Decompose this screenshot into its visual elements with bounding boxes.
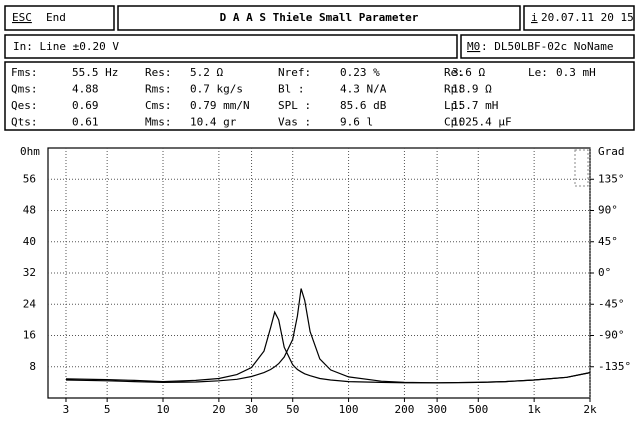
y-tick-label: 48 (23, 204, 36, 217)
y-axis-label: 0hm (20, 145, 40, 158)
y-tick-label: 8 (29, 360, 36, 373)
y-tick-label: 16 (23, 329, 36, 342)
param-label: Nref: (278, 66, 311, 79)
param-value: 10.4 gr (190, 116, 237, 129)
esc-box[interactable] (4, 5, 115, 31)
param-value: 0.79 mm/N (190, 99, 250, 112)
datetime: 20.07.11 20 15 (541, 11, 634, 24)
param-value: 9.6 l (340, 116, 373, 129)
scroll-indicator (574, 149, 589, 187)
x-tick-label: 2k (583, 403, 597, 416)
y2-tick-label: 45° (598, 235, 618, 248)
y2-tick-label: -90° (598, 329, 625, 342)
impedance-curve (65, 310, 591, 384)
param-label: Re: (444, 66, 464, 79)
param-label: Le: (528, 66, 548, 79)
params-box (4, 61, 635, 131)
param-label: SPL : (278, 99, 311, 112)
param-label: Cp: (444, 116, 464, 129)
param-value: 15.7 mH (452, 99, 498, 112)
param-value: 1025.4 µF (452, 116, 512, 129)
y2-tick-label: 90° (598, 204, 618, 217)
x-tick-label: 1k (528, 403, 542, 416)
x-tick-label: 5 (104, 403, 111, 416)
param-label: Qes: (11, 99, 38, 112)
info-box[interactable] (523, 5, 635, 31)
x-tick-label: 10 (156, 403, 169, 416)
param-label: Mms: (145, 116, 172, 129)
param-label: Cms: (145, 99, 172, 112)
x-tick-label: 100 (339, 403, 359, 416)
y2-axis-label: Grad (598, 145, 625, 158)
param-value: 0.7 kg/s (190, 83, 243, 96)
model-box[interactable] (460, 34, 635, 59)
param-value: 0.61 (72, 116, 99, 129)
param-value: 55.5 Hz (72, 66, 118, 79)
param-label: Rms: (145, 83, 172, 96)
param-value: 0.69 (72, 99, 99, 112)
y2-tick-label: 135° (598, 172, 625, 185)
param-label: Res: (145, 66, 172, 79)
param-value: 0.3 mH (556, 66, 596, 79)
param-label: Lp: (444, 99, 464, 112)
param-label: Bl : (278, 83, 305, 96)
param-label: Qts: (11, 116, 38, 129)
y-tick-label: 40 (23, 235, 36, 248)
y-tick-label: 32 (23, 266, 36, 279)
x-tick-label: 20 (212, 403, 225, 416)
params: Fms: 55.5 Hz Res: 5.2 Ω Nref: 0.23 % Re:3.6 Ω L… (11, 66, 596, 129)
info-key[interactable]: i (531, 11, 538, 24)
param-value: 4.3 N/A (340, 83, 387, 96)
y2-tick-label: -135° (598, 360, 631, 373)
end-label[interactable]: End (46, 11, 66, 24)
y-tick-label: 56 (23, 172, 36, 185)
param-value: 3.6 Ω (452, 66, 485, 79)
input-box[interactable] (4, 34, 458, 59)
param-label: Rp: (444, 83, 464, 96)
x-tick-label: 3 (63, 403, 70, 416)
title-box (117, 5, 521, 31)
param-label: Qms: (11, 83, 38, 96)
impedance-chart: 0hm Grad 8 16 24 32 40 48 56 -135° -90° -45° 0° 45° 90… (20, 145, 631, 416)
model-name: : DL50LBF-02c NoName (481, 40, 613, 53)
param-label: Vas : (278, 116, 311, 129)
x-tick-label: 300 (427, 403, 447, 416)
title: D A A S Thiele Small Parameter (220, 11, 419, 24)
param-value: 0.23 % (340, 66, 380, 79)
x-tick-label: 500 (468, 403, 488, 416)
param-value: 5.2 Ω (190, 66, 223, 79)
param-value: 4.88 (72, 83, 99, 96)
model-key[interactable]: M0 (467, 40, 480, 53)
param-value: 85.6 dB (340, 99, 387, 112)
x-tick-label: 200 (394, 403, 414, 416)
x-tick-label: 50 (286, 403, 299, 416)
y2-tick-label: 0° (598, 266, 611, 279)
esc-key[interactable]: ESC (12, 11, 32, 24)
param-value: 18.9 Ω (452, 83, 492, 96)
x-tick-label: 30 (245, 403, 258, 416)
y-tick-label: 24 (23, 297, 37, 310)
y2-tick-label: -45° (598, 297, 625, 310)
param-label: Fms: (11, 66, 38, 79)
input-level[interactable]: In: Line ±0.20 V (13, 40, 119, 53)
